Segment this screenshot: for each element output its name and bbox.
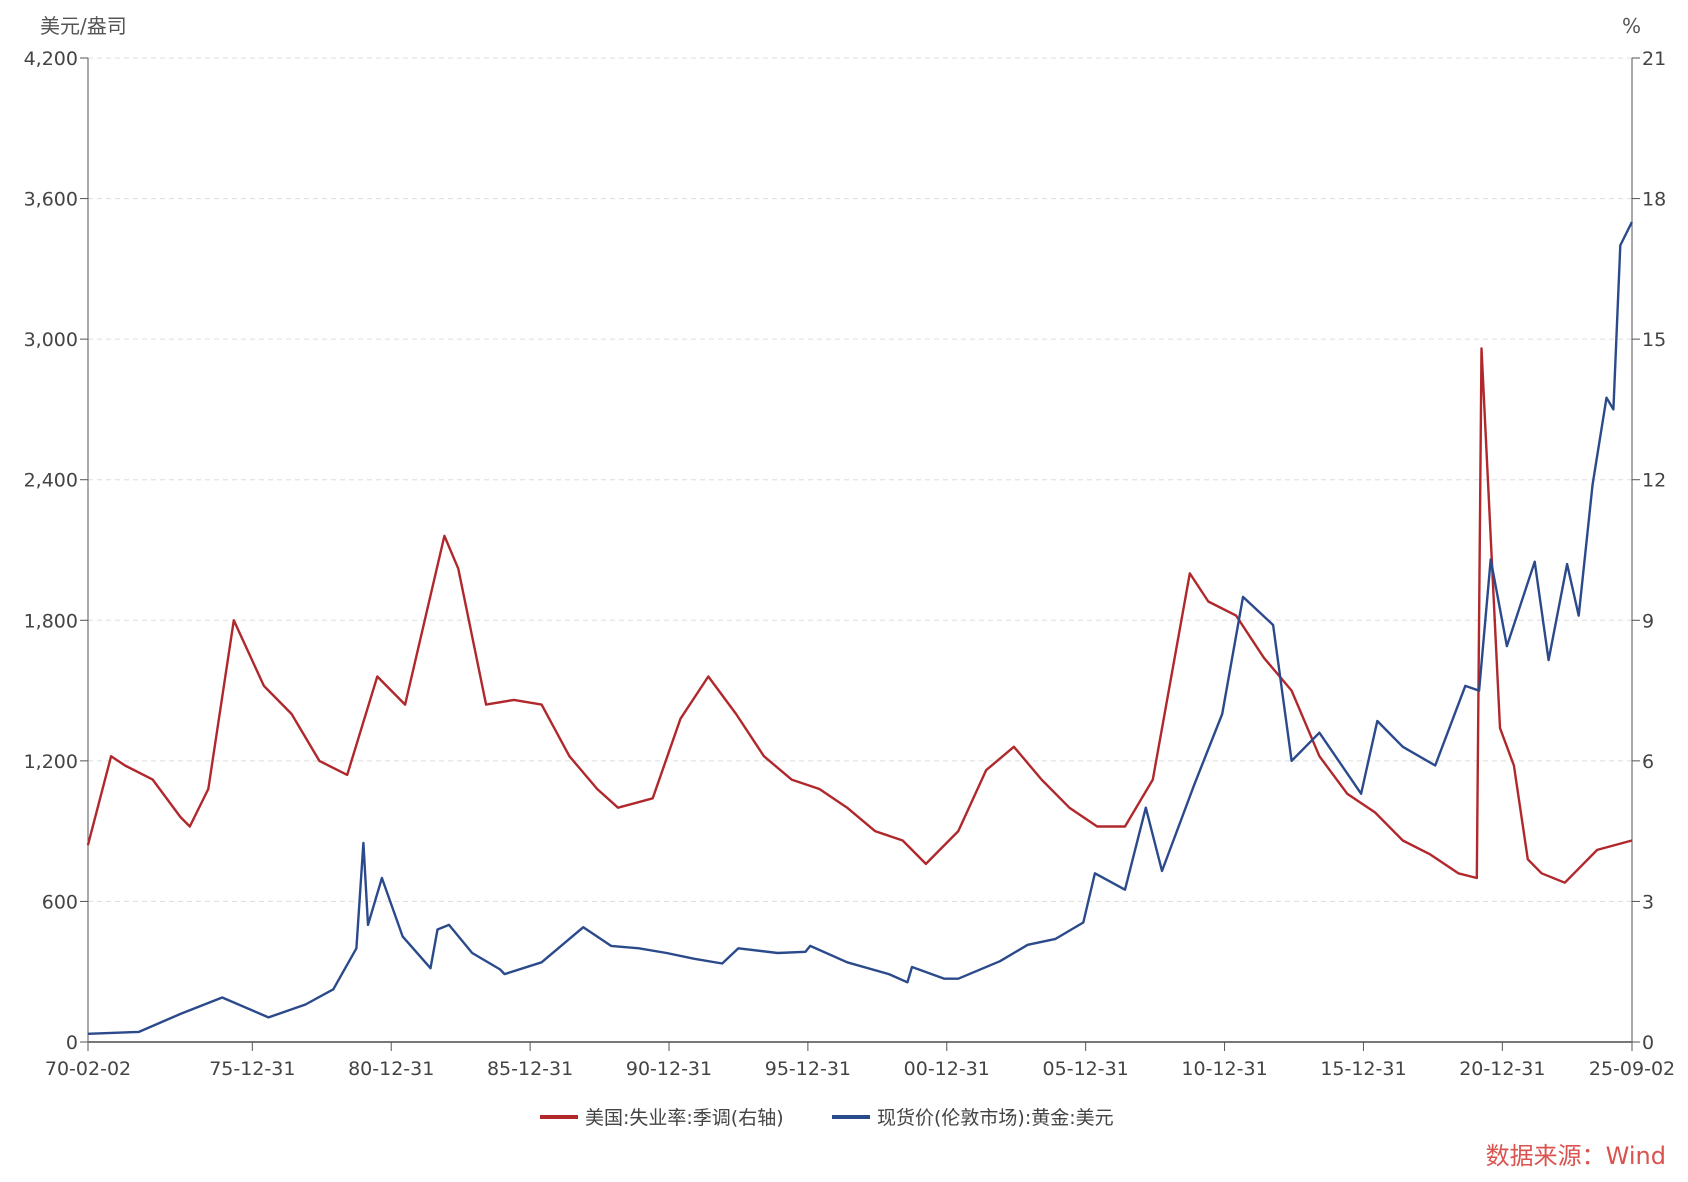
right-tick-label: 3 (1642, 891, 1654, 913)
left-tick-label: 1,800 (24, 610, 78, 632)
x-tick-label: 10-12-31 (1181, 1058, 1267, 1080)
x-tick-label: 25-09-02 (1589, 1058, 1675, 1080)
right-tick-label: 15 (1642, 329, 1666, 351)
x-tick-label: 85-12-31 (487, 1058, 573, 1080)
right-tick-label: 18 (1642, 189, 1666, 211)
left-tick-label: 1,200 (24, 751, 78, 773)
left-tick-label: 4,200 (24, 48, 78, 70)
x-tick-label: 80-12-31 (348, 1058, 434, 1080)
x-tick-label: 20-12-31 (1459, 1058, 1545, 1080)
right-tick-label: 12 (1642, 470, 1666, 492)
legend: 美国:失业率:季调(右轴) 现货价(伦敦市场):黄金:美元 (540, 1107, 1114, 1129)
x-tick-label: 70-02-02 (45, 1058, 131, 1080)
left-axis-unit: 美元/盎司 (40, 14, 127, 38)
right-tick-label: 6 (1642, 751, 1654, 773)
left-tick-label: 2,400 (24, 470, 78, 492)
left-tick-label: 0 (66, 1032, 78, 1054)
legend-label-unemployment: 美国:失业率:季调(右轴) (585, 1107, 784, 1129)
left-tick-label: 3,000 (24, 329, 78, 351)
right-tick-label: 9 (1642, 610, 1654, 632)
x-tick-label: 00-12-31 (904, 1058, 990, 1080)
left-tick-label: 3,600 (24, 189, 78, 211)
x-tick-label: 05-12-31 (1043, 1058, 1129, 1080)
data-source: 数据来源：Wind (1486, 1142, 1666, 1170)
right-axis-unit: % (1622, 14, 1641, 38)
legend-label-gold: 现货价(伦敦市场):黄金:美元 (877, 1107, 1114, 1129)
x-tick-label: 75-12-31 (209, 1058, 295, 1080)
left-tick-label: 600 (42, 891, 78, 913)
right-tick-label: 21 (1642, 48, 1666, 70)
unemployment-line (86, 347, 1633, 884)
x-tick-label: 95-12-31 (765, 1058, 851, 1080)
right-tick-label: 0 (1642, 1032, 1654, 1054)
gold-price-line (87, 221, 1633, 1035)
x-tick-label: 90-12-31 (626, 1058, 712, 1080)
x-tick-label: 15-12-31 (1320, 1058, 1406, 1080)
